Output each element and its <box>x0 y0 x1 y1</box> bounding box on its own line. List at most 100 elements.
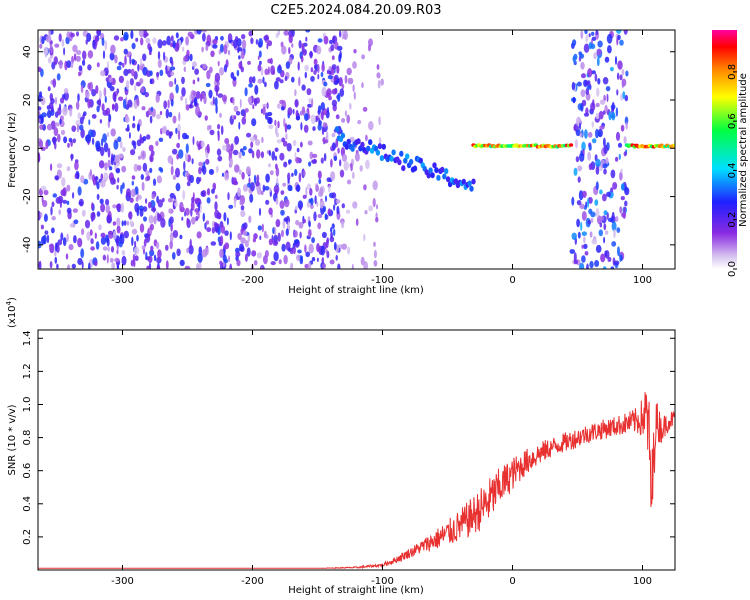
heatmap-cell-1414 <box>375 216 379 223</box>
heatmap-cell-241 <box>236 69 240 77</box>
heatmap-cell-988 <box>268 150 271 157</box>
heatmap-cell-890 <box>91 202 94 210</box>
heatmap-cell-360 <box>228 204 234 209</box>
heatmap-cell-1580 <box>625 121 628 130</box>
heatmap-cell-985 <box>157 199 163 208</box>
heatmap-cell-1048 <box>268 207 273 215</box>
heatmap-cell-1462 <box>597 78 601 85</box>
heatmap-cell-707 <box>302 49 307 56</box>
heatmap-cell-1424 <box>378 137 382 145</box>
heatmap-cell-1656 <box>579 122 581 131</box>
heatmap-cell-804 <box>160 167 164 173</box>
heatmap-cell-55 <box>274 147 279 153</box>
heatmap-cell-1568 <box>573 125 577 131</box>
spectrogram-ytick-label-1: 20 <box>22 94 33 107</box>
snr-y-ticks: 1.4 1.2 1.0 0.8 0.6 0.4 0.2 <box>22 330 675 545</box>
heatmap-cell-1212 <box>263 230 267 239</box>
heatmap-cell-513 <box>313 69 317 75</box>
heatmap-cell-1119 <box>116 184 119 190</box>
heatmap-cell-1440 <box>347 246 351 255</box>
heatmap-cell-534 <box>87 82 91 90</box>
heatmap-cell-1585 <box>611 111 616 121</box>
heatmap-cell-1061 <box>223 44 228 55</box>
heatmap-cell-1257 <box>137 164 142 171</box>
heatmap-cell-1023 <box>82 50 87 60</box>
heatmap-cell-1751 <box>426 172 431 179</box>
heatmap-cell-1681 <box>595 102 600 108</box>
heatmap-cell-735 <box>326 250 330 259</box>
heatmap-cell-92 <box>104 162 108 171</box>
heatmap-cell-506 <box>239 243 244 252</box>
heatmap-cell-1449 <box>344 75 348 84</box>
heatmap-cell-1190 <box>319 199 325 209</box>
heatmap-cell-1185 <box>297 61 300 71</box>
heatmap-cell-429 <box>149 249 155 257</box>
heatmap-cell-963 <box>70 32 75 38</box>
heatmap-cell-1699 <box>620 254 623 262</box>
heatmap-cell-1210 <box>255 139 261 146</box>
heatmap-cell-876 <box>331 132 336 138</box>
heatmap-cell-229 <box>329 39 333 45</box>
heatmap-cell-1357 <box>150 223 154 231</box>
heatmap-cell-1447 <box>357 119 362 125</box>
heatmap-cell-676 <box>160 218 166 228</box>
heatmap-cell-715 <box>98 98 102 108</box>
heatmap-cell-385 <box>227 255 231 263</box>
heatmap-cell-1080 <box>299 204 302 211</box>
heatmap-cell-213 <box>277 103 281 109</box>
heatmap-cell-718 <box>320 71 324 78</box>
heatmap-cell-675 <box>123 220 127 226</box>
heatmap-cell-1261 <box>112 91 117 102</box>
heatmap-cell-552 <box>113 35 120 41</box>
heatmap-cell-775 <box>182 189 186 200</box>
colorbar-tick-label-2: 0.4 <box>727 162 738 178</box>
heatmap-cell-274 <box>258 207 262 216</box>
heatmap-cell-720 <box>335 138 339 148</box>
heatmap-cell-1036 <box>100 203 106 213</box>
heatmap-cell-358 <box>96 193 100 200</box>
heatmap-cell-472 <box>197 77 200 82</box>
heatmap-cell-426 <box>219 112 222 118</box>
heatmap-cell-1388 <box>273 251 279 262</box>
heatmap-cell-604 <box>298 76 301 87</box>
heatmap-cell-1410 <box>372 180 378 191</box>
heatmap-cell-1251 <box>131 180 134 186</box>
heatmap-cell-1678 <box>574 139 578 149</box>
heatmap-cell-1272 <box>127 99 133 108</box>
heatmap-cell-750 <box>140 174 144 180</box>
heatmap-cell-1167 <box>123 31 129 41</box>
heatmap-cell-467 <box>308 243 314 254</box>
heatmap-cell-882 <box>205 44 209 52</box>
heatmap-cell-789 <box>109 257 114 263</box>
heatmap-cell-99 <box>276 139 282 144</box>
heatmap-cell-673 <box>169 232 174 242</box>
heatmap-cell-452 <box>56 263 59 269</box>
heatmap-cell-959 <box>328 95 332 101</box>
heatmap-cell-1405 <box>373 260 378 267</box>
heatmap-cell-344 <box>72 192 75 199</box>
heatmap-cell-1535 <box>615 216 619 222</box>
heatmap-cell-1384 <box>288 34 293 44</box>
heatmap-cell-1310 <box>172 204 175 210</box>
heatmap-cell-1390 <box>197 143 201 151</box>
heatmap-cell-1325 <box>122 147 126 152</box>
heatmap-cell-1243 <box>333 75 337 82</box>
heatmap-cell-379 <box>137 63 140 72</box>
heatmap-cell-523 <box>41 36 45 45</box>
heatmap-cell-1600 <box>598 229 603 237</box>
heatmap-cell-1297 <box>339 30 342 38</box>
heatmap-cell-1059 <box>67 142 70 148</box>
heatmap-cell-665 <box>295 184 301 192</box>
heatmap-cell-1341 <box>142 162 148 172</box>
heatmap-cell-1157 <box>159 111 163 115</box>
heatmap-cell-548 <box>333 228 336 237</box>
heatmap-cell-828 <box>294 89 297 97</box>
snr-xtick-label-3: 0 <box>509 576 515 587</box>
heatmap-cell-981 <box>287 107 293 116</box>
heatmap-cell-1546 <box>587 220 591 225</box>
heatmap-cell-225 <box>123 48 128 55</box>
heatmap-cell-421 <box>339 88 345 97</box>
heatmap-cell-1674 <box>603 144 608 155</box>
heatmap-cell-1624 <box>577 231 581 239</box>
heatmap-cell-1715 <box>356 138 361 145</box>
